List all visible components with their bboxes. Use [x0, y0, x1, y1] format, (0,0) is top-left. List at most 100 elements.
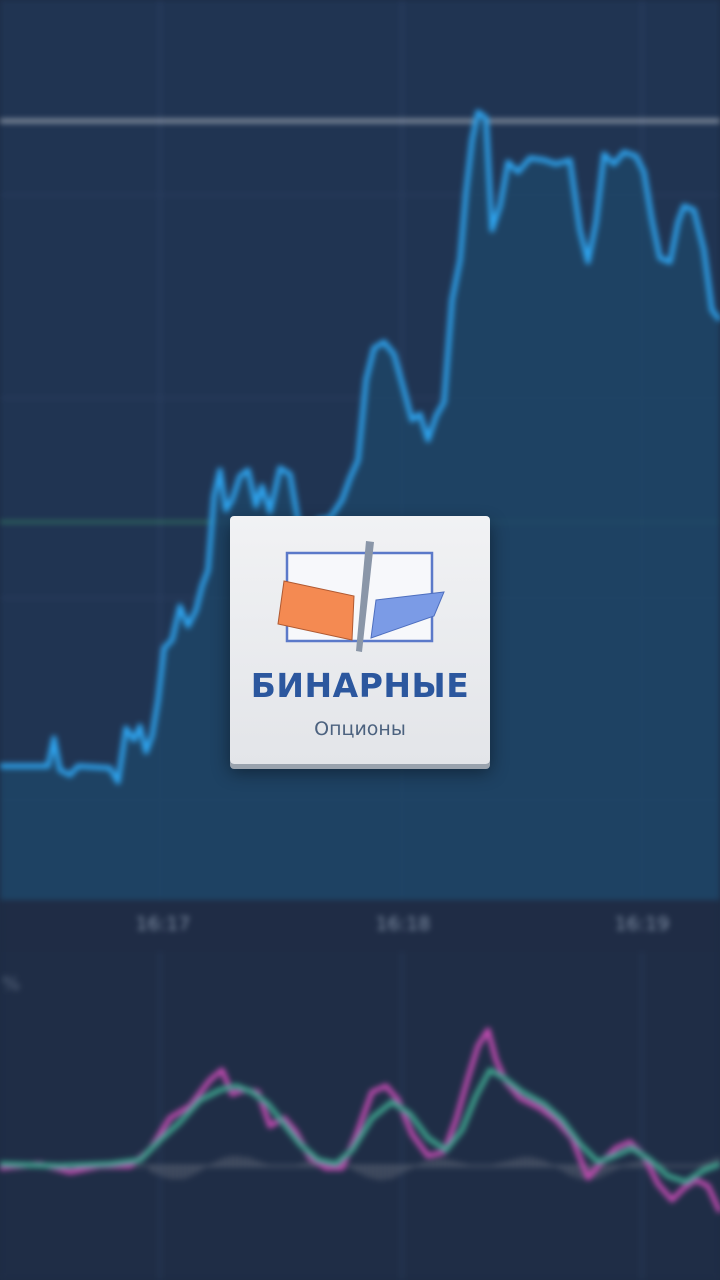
histogram-bar — [166, 1166, 168, 1178]
brand-title: БИНАРНЫЕ — [250, 666, 470, 705]
histogram-bar — [362, 1166, 364, 1175]
histogram-bar — [426, 1161, 428, 1166]
histogram-bar — [678, 1166, 680, 1167]
price-area — [0, 112, 720, 900]
histogram-bar — [718, 1157, 720, 1166]
histogram-bar — [238, 1156, 240, 1166]
histogram-bar — [470, 1165, 472, 1166]
histogram-bar — [274, 1166, 276, 1167]
histogram-bar — [394, 1166, 396, 1177]
histogram-bar — [354, 1166, 356, 1171]
histogram-bar — [194, 1166, 196, 1174]
histogram-bar — [186, 1166, 188, 1178]
binary-options-logo-icon — [277, 541, 445, 652]
histogram-bar — [714, 1158, 716, 1166]
histogram-bar — [370, 1166, 372, 1178]
histogram-bar — [254, 1160, 256, 1166]
logo-pole-icon — [356, 541, 374, 652]
histogram-bar — [698, 1164, 700, 1166]
histogram-bar — [210, 1164, 212, 1166]
histogram-bar — [630, 1163, 632, 1166]
histogram-bar — [618, 1166, 620, 1168]
logo-left-flag-icon — [277, 580, 355, 641]
histogram-bar — [434, 1159, 436, 1166]
histogram-bar — [266, 1164, 268, 1166]
histogram-bar — [510, 1160, 512, 1166]
histogram-bar — [242, 1157, 244, 1166]
logo-right-flag-icon — [370, 591, 445, 639]
histogram-bar — [270, 1165, 272, 1166]
brand-subtitle: Опционы — [314, 718, 406, 740]
x-tick-label-2: 16:18 — [376, 913, 431, 935]
histogram-bar — [294, 1165, 296, 1166]
histogram-bar — [422, 1162, 424, 1166]
histogram-bar — [306, 1162, 308, 1166]
histogram-bar — [198, 1166, 200, 1172]
histogram-bar — [682, 1166, 684, 1167]
histogram-bar — [498, 1163, 500, 1166]
histogram-bar — [506, 1161, 508, 1166]
histogram-bar — [606, 1166, 608, 1174]
histogram-bar — [566, 1166, 568, 1174]
histogram-bar — [602, 1166, 604, 1176]
histogram-bar — [226, 1157, 228, 1166]
histogram-bar — [414, 1166, 416, 1167]
histogram-bar — [658, 1163, 660, 1166]
histogram-bar — [174, 1166, 176, 1179]
histogram-bar — [346, 1166, 348, 1167]
histogram-bar — [562, 1166, 564, 1171]
histogram-bar — [494, 1164, 496, 1166]
histogram-bar — [598, 1166, 600, 1178]
indicator-panel — [0, 952, 720, 1280]
histogram-bar — [626, 1164, 628, 1166]
indicator-label: % — [2, 973, 20, 995]
histogram-bar — [482, 1166, 484, 1167]
histogram-bar — [290, 1166, 292, 1167]
price-line — [0, 109, 720, 785]
histogram-bar — [610, 1166, 612, 1172]
histogram-bar — [530, 1157, 532, 1166]
histogram-bar — [302, 1163, 304, 1166]
oscillator-slow-line — [0, 1067, 720, 1185]
histogram-bar — [298, 1164, 300, 1166]
histogram-bar — [402, 1166, 404, 1173]
histogram-bar — [578, 1166, 580, 1179]
histogram-bar — [478, 1166, 480, 1167]
histogram-bar — [230, 1156, 232, 1166]
histogram-bar — [150, 1166, 152, 1172]
histogram-bar — [206, 1166, 208, 1167]
histogram-bar — [670, 1166, 672, 1167]
histogram-bar — [634, 1162, 636, 1166]
histogram-bar — [418, 1164, 420, 1166]
histogram-bar — [410, 1166, 412, 1169]
histogram-bar — [490, 1165, 492, 1166]
x-tick-label-1: 16:17 — [136, 913, 191, 935]
histogram-bar — [514, 1159, 516, 1166]
histogram-bar — [570, 1166, 572, 1176]
histogram-bar — [222, 1158, 224, 1166]
histogram-bar — [310, 1161, 312, 1166]
histogram-bar — [442, 1158, 444, 1166]
histogram-bar — [350, 1166, 352, 1168]
histogram-bar — [706, 1161, 708, 1166]
histogram-bar — [202, 1166, 204, 1169]
histogram-bar — [374, 1166, 376, 1179]
histogram-bar — [666, 1165, 668, 1166]
histogram-bar — [474, 1165, 476, 1166]
histogram-bar — [542, 1160, 544, 1166]
histogram-bar — [662, 1164, 664, 1166]
histogram-bar — [622, 1166, 624, 1167]
histogram-bar — [554, 1166, 556, 1167]
histogram-bar — [574, 1166, 576, 1177]
histogram-bar — [358, 1166, 360, 1173]
histogram-bar — [170, 1166, 172, 1179]
histogram-bar — [406, 1166, 408, 1171]
oscillator-fast-line — [0, 1027, 720, 1214]
histogram-bar — [446, 1159, 448, 1166]
histogram-bar — [486, 1166, 488, 1167]
histogram-bar — [154, 1166, 156, 1174]
histogram-bar — [546, 1162, 548, 1166]
histogram-bar — [674, 1166, 676, 1167]
histogram-bar — [526, 1157, 528, 1166]
